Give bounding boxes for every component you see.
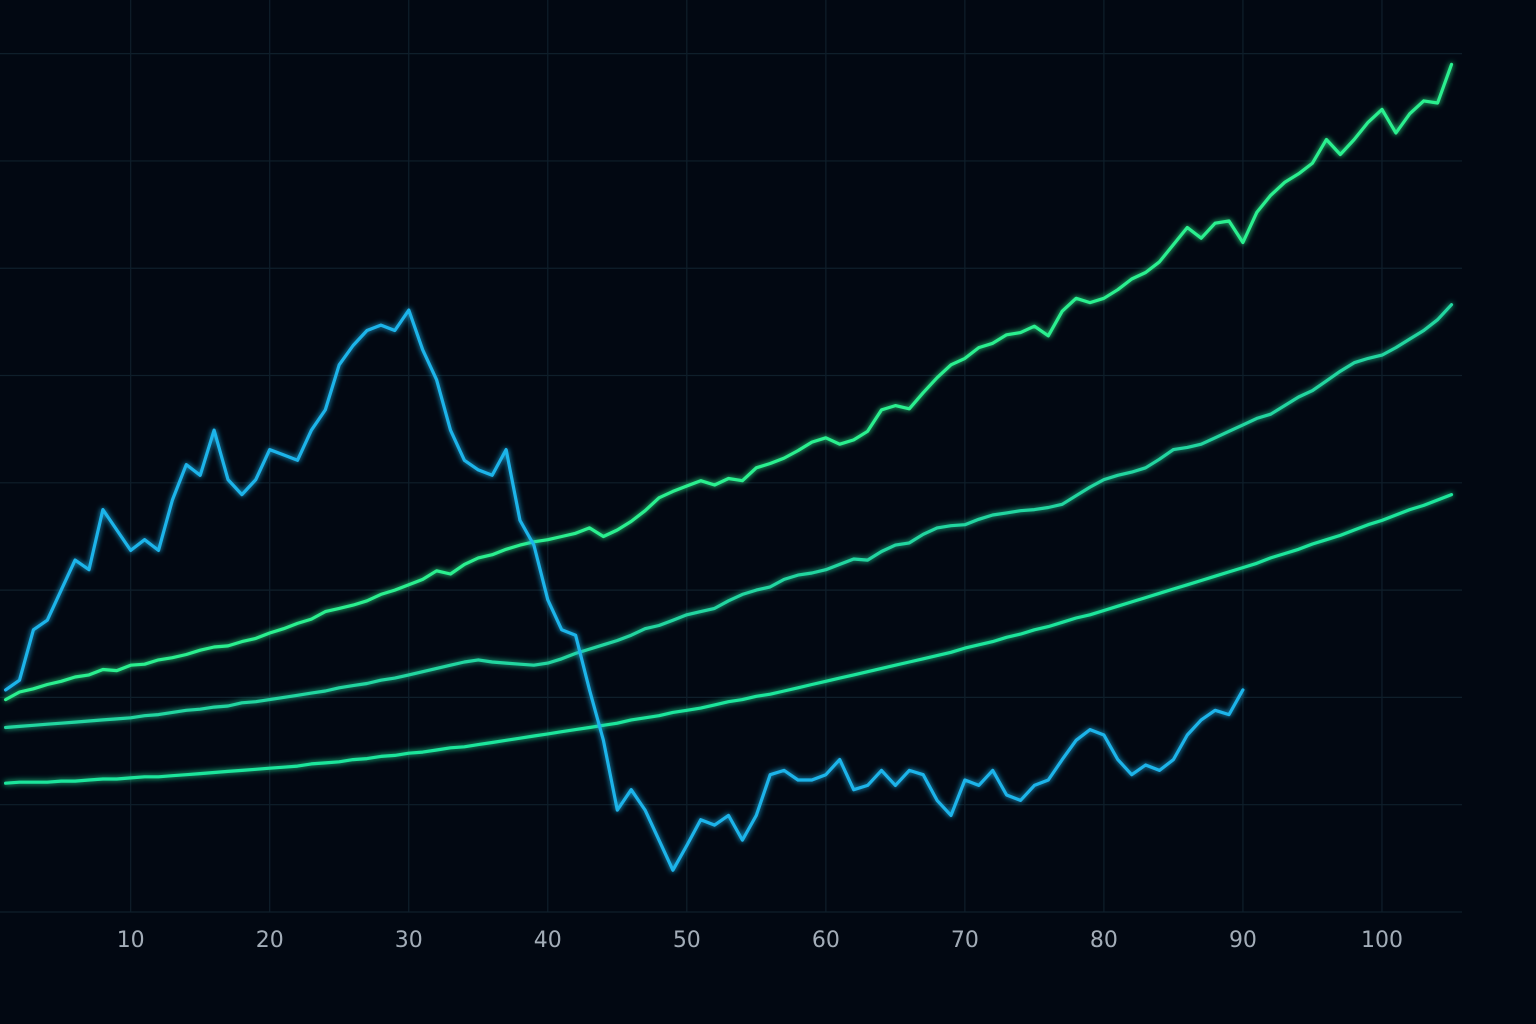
x-tick-label: 80: [1090, 928, 1118, 953]
series-line: [3, 493, 1454, 785]
x-tick-label: 70: [951, 928, 979, 953]
x-tick-label: 10: [117, 928, 145, 953]
x-tick-label: 50: [673, 928, 701, 953]
series-line: [3, 303, 1454, 730]
x-tick-label: 60: [812, 928, 840, 953]
series-line: [3, 62, 1454, 702]
x-tick-label: 30: [395, 928, 423, 953]
series-line: [3, 308, 1245, 872]
x-tick-label: 20: [256, 928, 284, 953]
x-tick-label: 40: [534, 928, 562, 953]
x-tick-label: 100: [1361, 928, 1403, 953]
x-tick-label: 90: [1229, 928, 1257, 953]
